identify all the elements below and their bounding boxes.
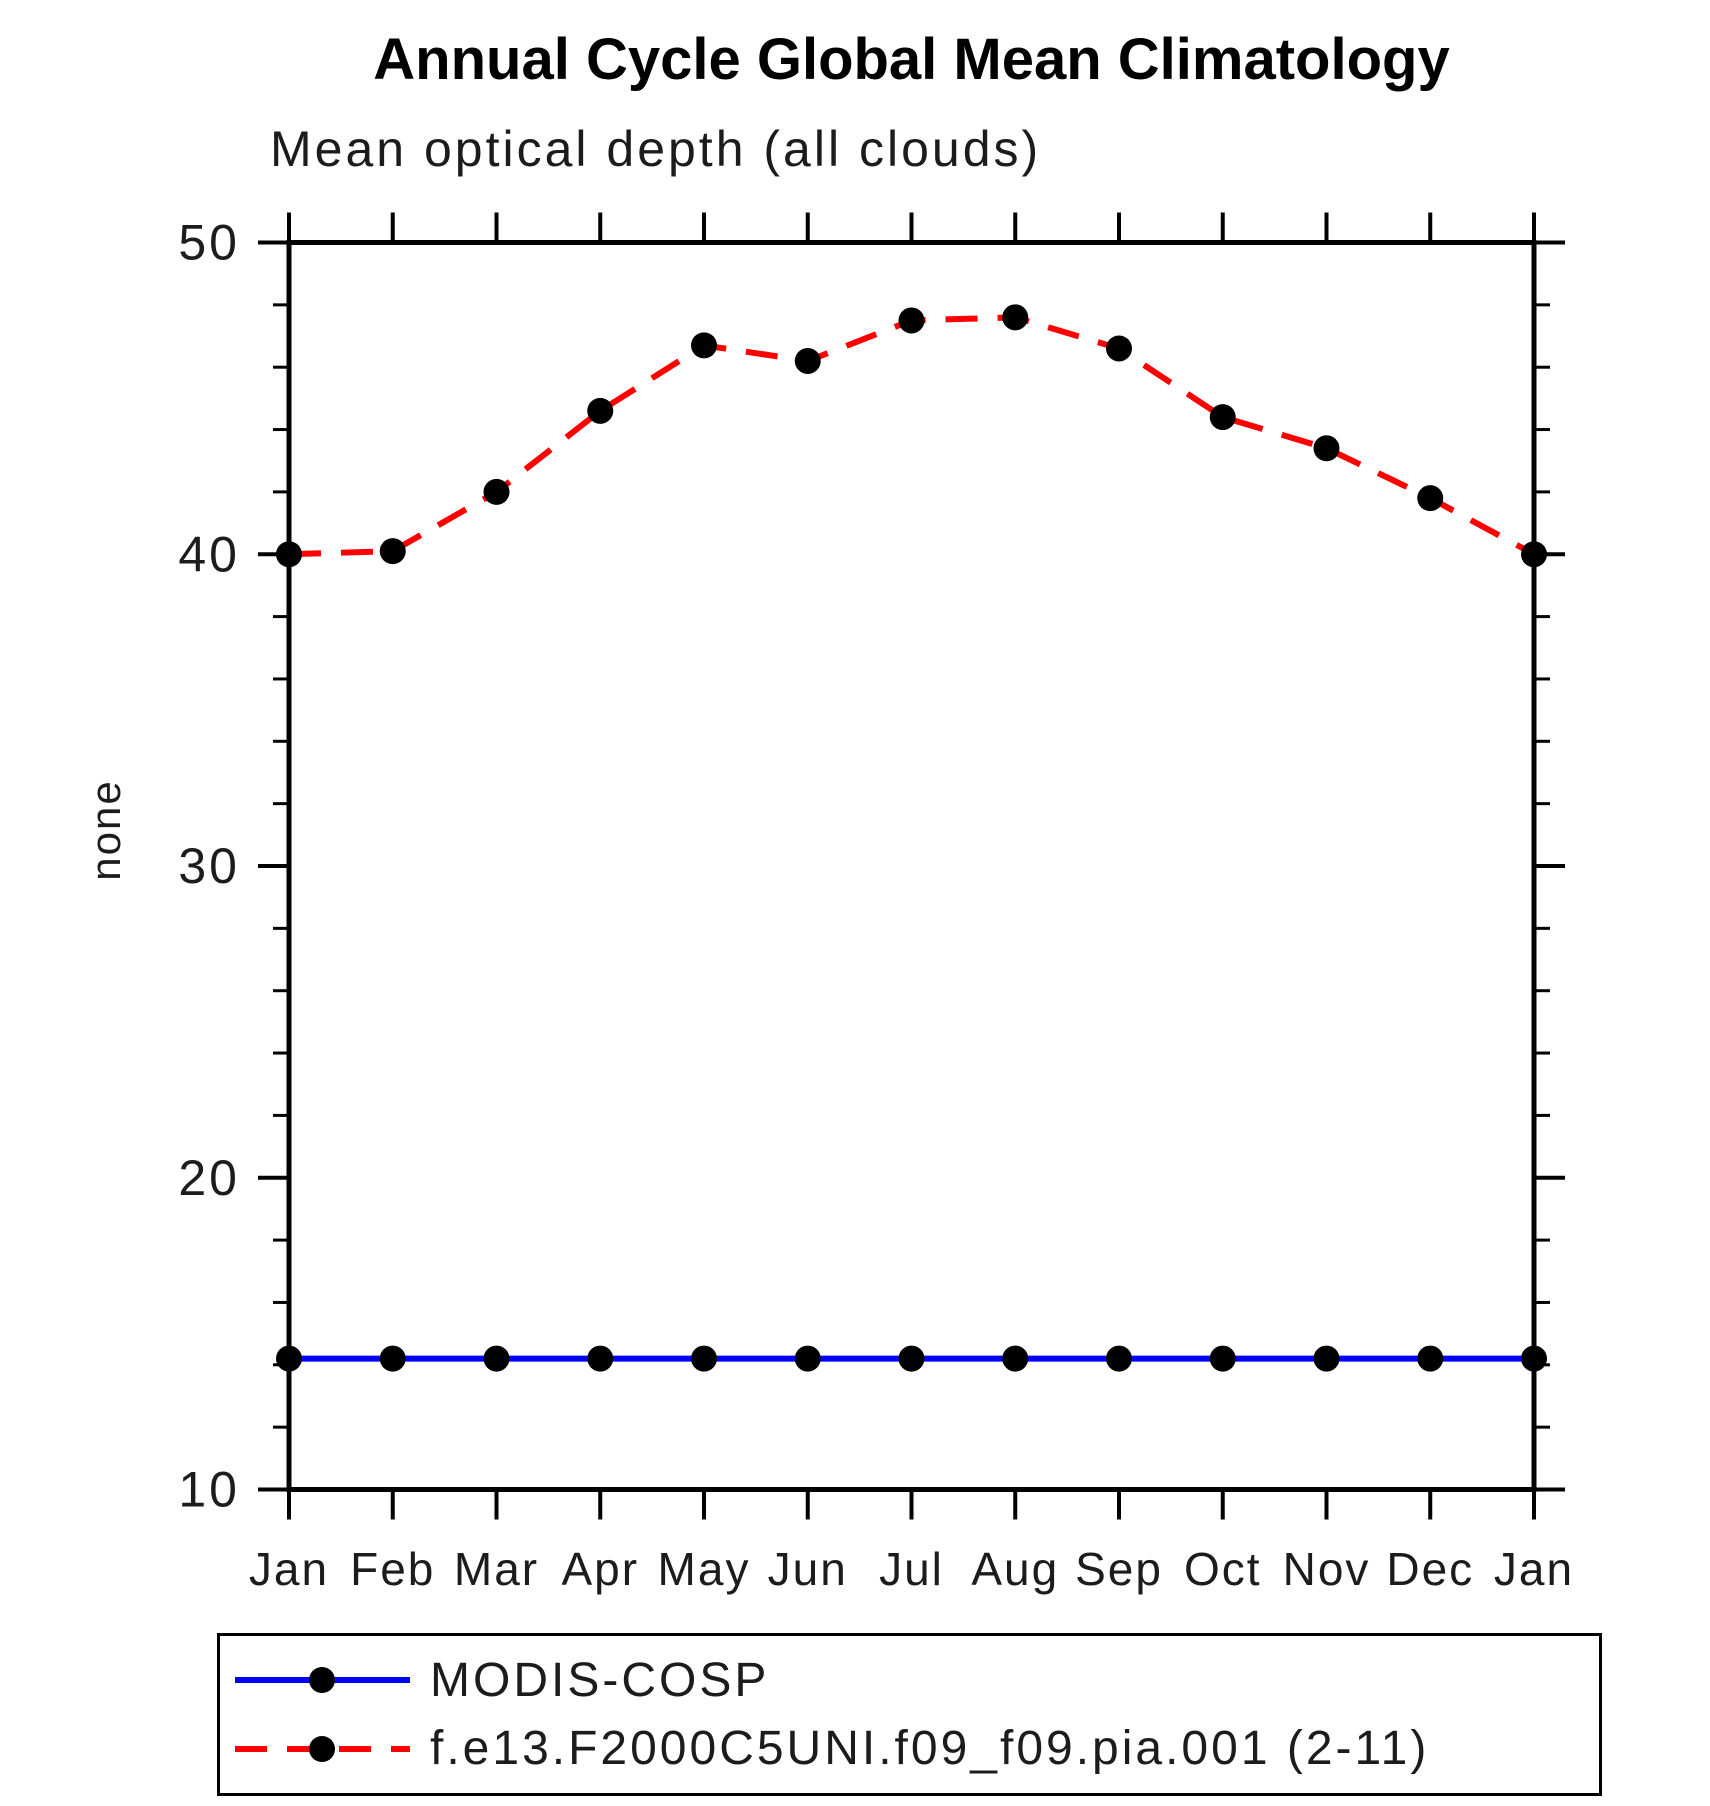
y-tick-label: 20 [178,1150,240,1206]
data-point-marker [1002,1345,1029,1372]
y-tick-label: 40 [178,526,240,582]
legend-item-model-run: f.e13.F2000C5UNI.f09_f09.pia.001 (2-11) [232,1722,1599,1775]
x-tick-label: Sep [1075,1543,1163,1595]
data-point-marker [379,1345,406,1372]
y-tick-label: 10 [178,1462,240,1518]
series-line-dashed [288,314,1536,558]
legend-sample-marker-icon [309,1735,335,1762]
data-point-marker [691,1345,717,1372]
data-point-marker [483,1345,510,1372]
x-tick-label: Dec [1386,1543,1474,1595]
x-tick-label: Feb [350,1543,435,1595]
legend-line-sample-dashed [235,1735,410,1762]
legend-line-sample-solid [235,1667,410,1694]
data-point-marker [898,1345,925,1372]
data-point-marker [276,1345,302,1372]
x-tick-label: Mar [454,1543,539,1595]
data-point-marker [1106,335,1132,362]
data-point-marker [1106,1345,1132,1372]
data-point-marker [1209,1345,1236,1372]
legend-sample-marker-icon [309,1667,335,1694]
y-tick-label: 50 [178,215,240,271]
data-point-marker [1417,1345,1444,1372]
page-title: Annual Cycle Global Mean Climatology [373,27,1450,92]
x-tick-label: Jan [249,1543,329,1595]
legend-box: MODIS-COSP f.e13.F2000C5UNI.f09_f09.pia.… [217,1633,1602,1796]
data-point-marker [794,347,821,374]
data-point-marker [794,1345,821,1372]
data-point-marker [1313,1345,1340,1372]
data-point-marker [1209,404,1236,431]
x-tick-label: May [658,1543,751,1595]
x-tick-label: Oct [1184,1543,1262,1595]
data-point-marker [898,307,925,334]
data-point-marker [1002,304,1029,331]
chart-subtitle: Mean optical depth (all clouds) [270,121,1042,177]
data-point-marker [691,332,717,359]
data-point-marker [1521,541,1547,568]
x-tick-label: Aug [971,1543,1059,1595]
x-tick-label: Jan [1494,1543,1574,1595]
y-tick-label: 30 [178,838,240,894]
x-tick-label: Apr [561,1543,639,1595]
legend-label: MODIS-COSP [430,1653,770,1707]
data-point-marker [1521,1345,1547,1372]
plot-area: Jan Feb Mar Apr May Jun Jul Aug Sep Oct Nov Dec Jan1… [178,212,1574,1595]
legend-item-modis-cosp: MODIS-COSP [232,1654,1599,1707]
legend-label: f.e13.F2000C5UNI.f09_f09.pia.001 (2-11) [430,1722,1430,1776]
x-tick-label: Jun [768,1543,848,1595]
data-point-marker [587,1345,614,1372]
x-tick-label: Jul [879,1543,944,1595]
data-point-marker [483,478,510,505]
data-point-marker [1417,485,1444,512]
data-point-marker [1313,435,1340,462]
data-point-marker [276,541,302,568]
x-tick-label: Nov [1283,1543,1371,1595]
data-point-marker [379,538,406,565]
data-point-marker [587,397,614,424]
plot-frame [286,240,1537,1492]
